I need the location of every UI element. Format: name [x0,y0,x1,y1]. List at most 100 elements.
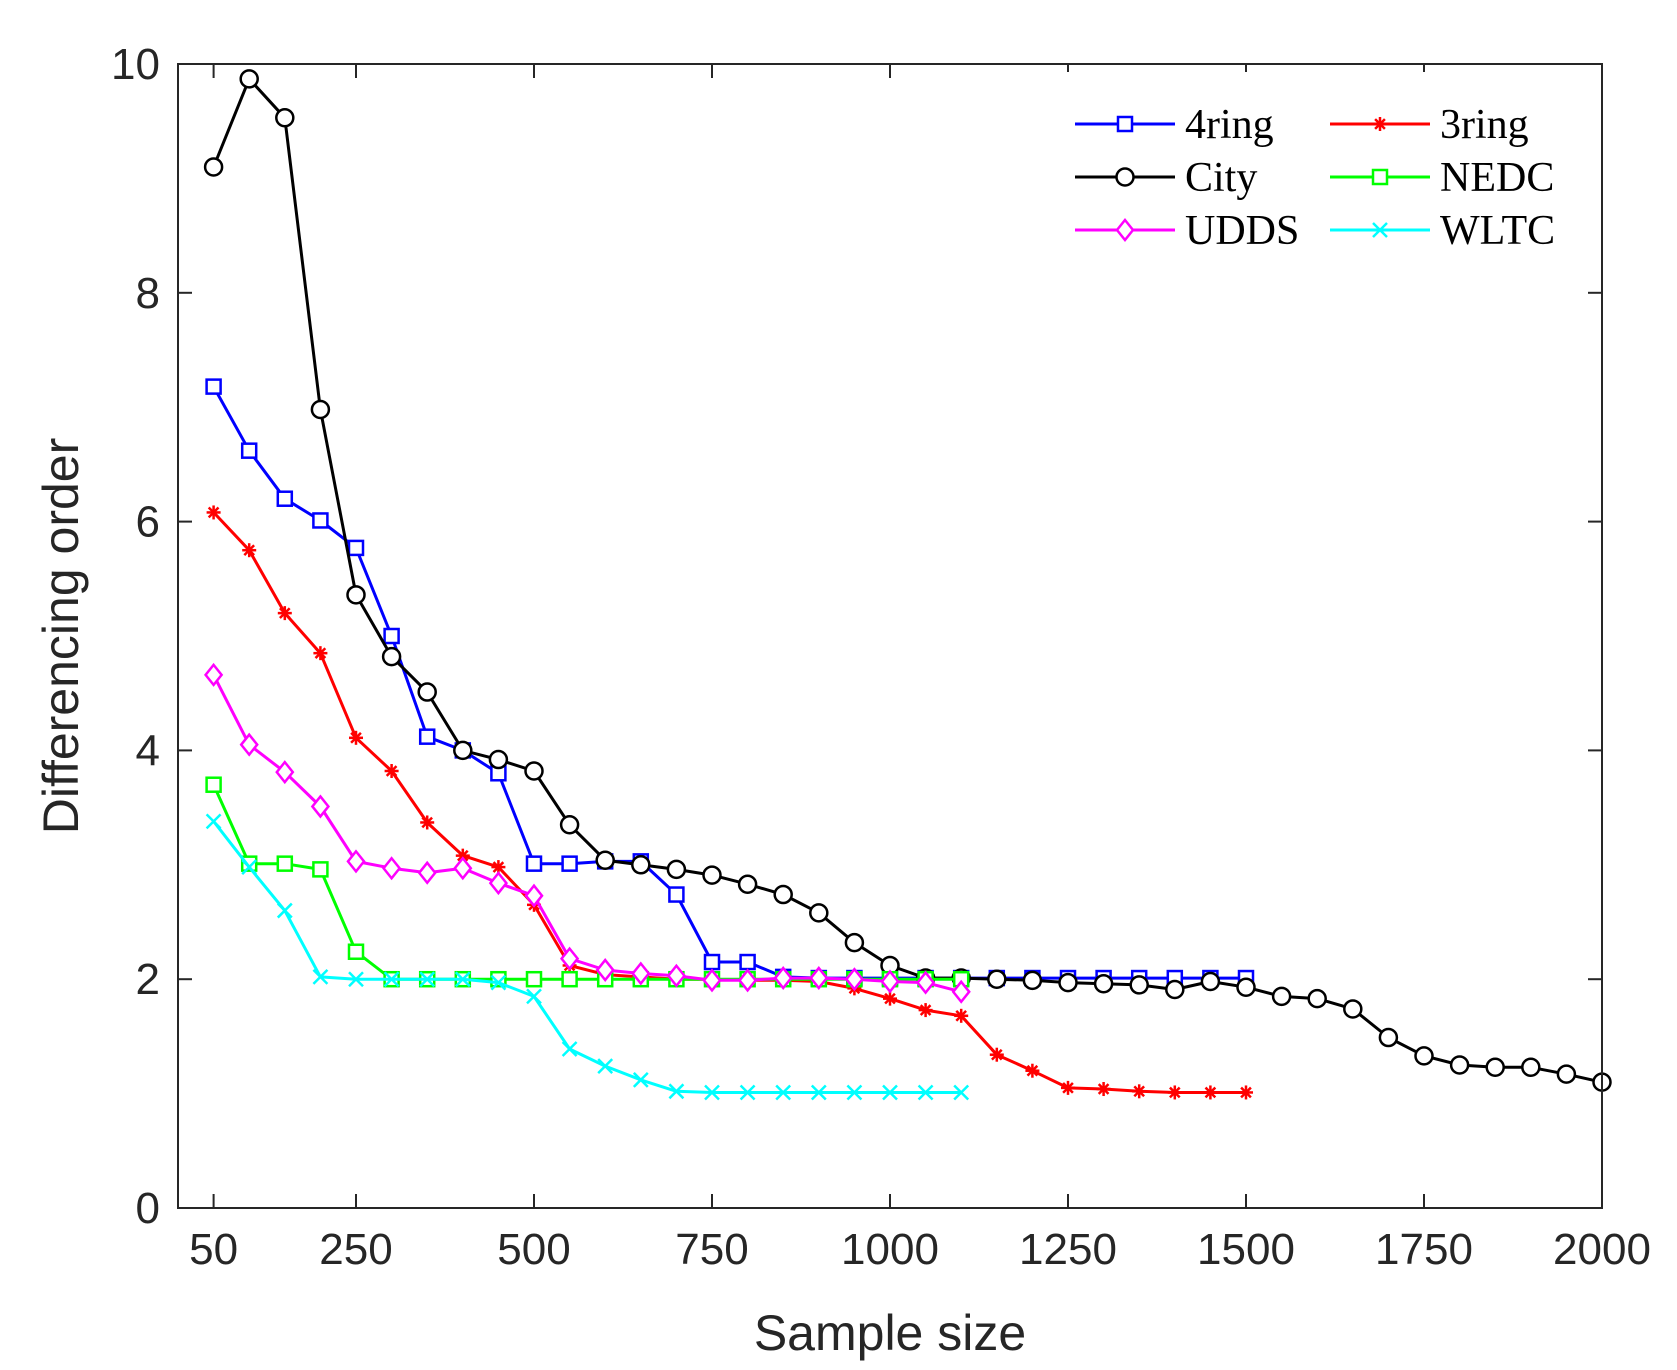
y-tick-label: 6 [136,498,160,547]
data-point-wltc [953,1084,970,1101]
data-point-city [1165,979,1185,1000]
data-point-3ring [455,848,470,863]
series-udds [203,662,971,1004]
data-point-3ring [420,815,435,830]
data-point-city [1022,970,1043,991]
data-point-udds [417,860,437,885]
data-point-city [737,874,758,894]
legend-item-city: City [1075,155,1257,201]
series-layer [203,69,1612,1101]
data-point-4ring [561,855,578,872]
data-point-3ring [277,606,292,621]
x-tick-label: 1750 [1375,1225,1473,1274]
y-tick-label: 2 [136,955,160,1004]
data-point-wltc [348,971,364,988]
data-point-wltc [205,813,222,830]
data-point-city [203,157,224,177]
data-point-3ring [1025,1063,1040,1078]
data-point-wltc [882,1084,898,1101]
data-point-3ring [384,763,399,778]
data-point-udds [702,968,722,993]
data-point-nedc [312,861,329,878]
data-point-city [595,850,615,870]
data-point-3ring [989,1047,1004,1062]
data-point-nedc [525,970,543,988]
legend-box [1055,72,1585,268]
legend-marker-nedc [1371,168,1389,186]
data-point-city [239,69,259,89]
data-point-udds [844,967,865,992]
data-point-city [1521,1057,1541,1078]
data-point-city [1093,974,1114,994]
data-point-wltc [704,1084,720,1101]
data-point-wltc [810,1084,827,1101]
data-point-wltc [526,988,542,1005]
data-point-wltc [775,1084,792,1101]
data-point-wltc [917,1084,934,1101]
y-tick-label: 4 [136,726,160,775]
data-point-3ring [954,1008,969,1023]
data-point-udds [809,966,829,991]
data-point-4ring [525,855,543,872]
data-point-udds [666,963,687,988]
data-point-city [488,749,509,770]
data-point-udds [524,883,544,908]
data-point-3ring [883,991,897,1006]
data-point-3ring [1061,1080,1075,1095]
data-point-city [1129,975,1149,995]
x-axis-label: Sample size [754,1305,1026,1361]
data-point-city [1058,972,1078,993]
data-point-udds [453,856,473,881]
series-line-city [212,77,1603,1084]
data-point-nedc [561,970,578,988]
data-point-3ring [1132,1084,1147,1099]
data-point-city [524,761,544,781]
data-point-4ring [739,953,756,971]
legend-label-wltc: WLTC [1440,208,1555,254]
series-line-wltc [212,820,962,1094]
x-tick-labels: 50 250 500 750 1000 1250 1500 1750 2000 [189,1225,1651,1274]
axes-box [177,63,1603,1209]
data-point-wltc [419,971,436,988]
data-point-city [559,815,580,835]
data-point-udds [595,958,615,983]
x-tick-label: 500 [497,1225,570,1274]
data-point-wltc [490,974,507,991]
data-point-udds [275,760,295,785]
data-point-city [346,585,366,605]
data-point-wltc [276,902,293,919]
data-point-city [417,682,437,702]
legend-label-3ring: 3ring [1440,102,1529,148]
data-point-udds [310,794,331,819]
data-point-city [631,855,651,875]
data-point-4ring [703,953,721,971]
data-point-udds [737,968,758,993]
data-point-3ring [242,543,257,558]
legend-marker-4ring [1116,115,1134,133]
data-point-udds [559,946,580,971]
series-line-udds [212,674,962,994]
legend-label-city: City [1185,155,1257,201]
data-point-udds [488,871,509,896]
data-point-3ring [313,646,328,661]
data-point-city [702,865,722,885]
x-tick-label: 250 [319,1225,392,1274]
data-point-wltc [846,1084,863,1101]
data-point-4ring [312,512,329,529]
data-point-city [1307,988,1327,1009]
data-point-city [1449,1055,1470,1075]
legend-marker-udds [1115,217,1135,243]
data-point-city [1200,971,1221,992]
data-point-city [666,859,687,880]
x-tick-label: 1250 [1019,1225,1117,1274]
y-axis-label: Differencing order [33,438,89,835]
data-point-city [773,884,793,905]
data-point-wltc [739,1084,756,1101]
data-point-4ring [668,886,685,903]
data-point-3ring [918,1003,933,1018]
data-point-city [809,903,829,923]
legend-label-4ring: 4ring [1185,102,1274,148]
data-point-city [1343,999,1363,1019]
legend-marker-3ring [1373,117,1387,131]
